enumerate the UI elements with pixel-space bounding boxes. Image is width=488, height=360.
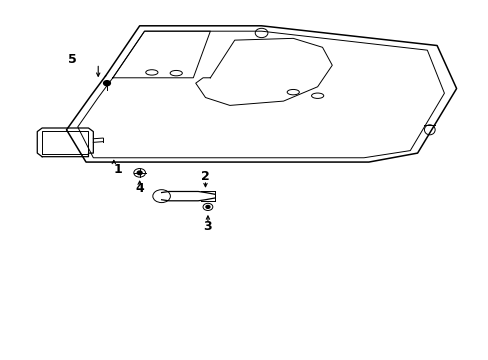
Text: 1: 1 bbox=[113, 163, 122, 176]
Circle shape bbox=[137, 171, 142, 175]
Text: 2: 2 bbox=[201, 170, 209, 183]
Text: 4: 4 bbox=[135, 183, 144, 195]
Text: 3: 3 bbox=[203, 220, 212, 233]
Circle shape bbox=[103, 81, 110, 86]
Circle shape bbox=[205, 206, 209, 208]
Text: 5: 5 bbox=[68, 53, 77, 66]
